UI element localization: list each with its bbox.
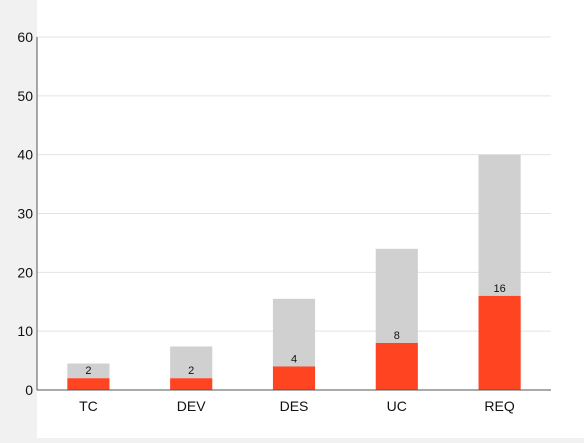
bar-lower-req [478,295,521,390]
data-label-des: 4 [291,353,297,365]
y-tick-label-30: 30 [17,206,33,222]
y-tick-label-0: 0 [25,382,33,398]
data-label-dev: 2 [188,365,194,377]
axes [36,37,551,391]
bar-upper-req [478,154,521,296]
bar-upper-tc [67,363,110,379]
bar-lower-dev [170,378,213,390]
data-label-tc: 2 [85,365,91,377]
x-tick-label-req: REQ [484,398,514,414]
bar-lower-tc [67,378,110,390]
x-tick-label-des: DES [280,398,309,414]
bar-upper-dev [170,346,213,379]
x-tick-label-uc: UC [387,398,407,414]
bar-lower-des [272,366,316,390]
data-label-uc: 8 [394,330,400,342]
y-tick-label-20: 20 [17,264,33,280]
bar-upper-des [272,298,316,367]
y-tick-label-60: 60 [17,29,33,45]
bar-upper-uc [375,248,418,343]
x-tick-label-tc: TC [79,398,98,414]
bar-lower-uc [375,342,418,390]
x-tick-label-dev: DEV [177,398,206,414]
y-tick-label-50: 50 [17,88,33,104]
y-tick-label-10: 10 [17,323,33,339]
data-label-req: 16 [493,283,505,295]
y-tick-label-40: 40 [17,147,33,163]
bars [67,154,521,390]
labels: 0 10 20 30 40 50 60 2 TC 2 DEV 4 DES 8 UC 16 REQ [17,29,514,414]
